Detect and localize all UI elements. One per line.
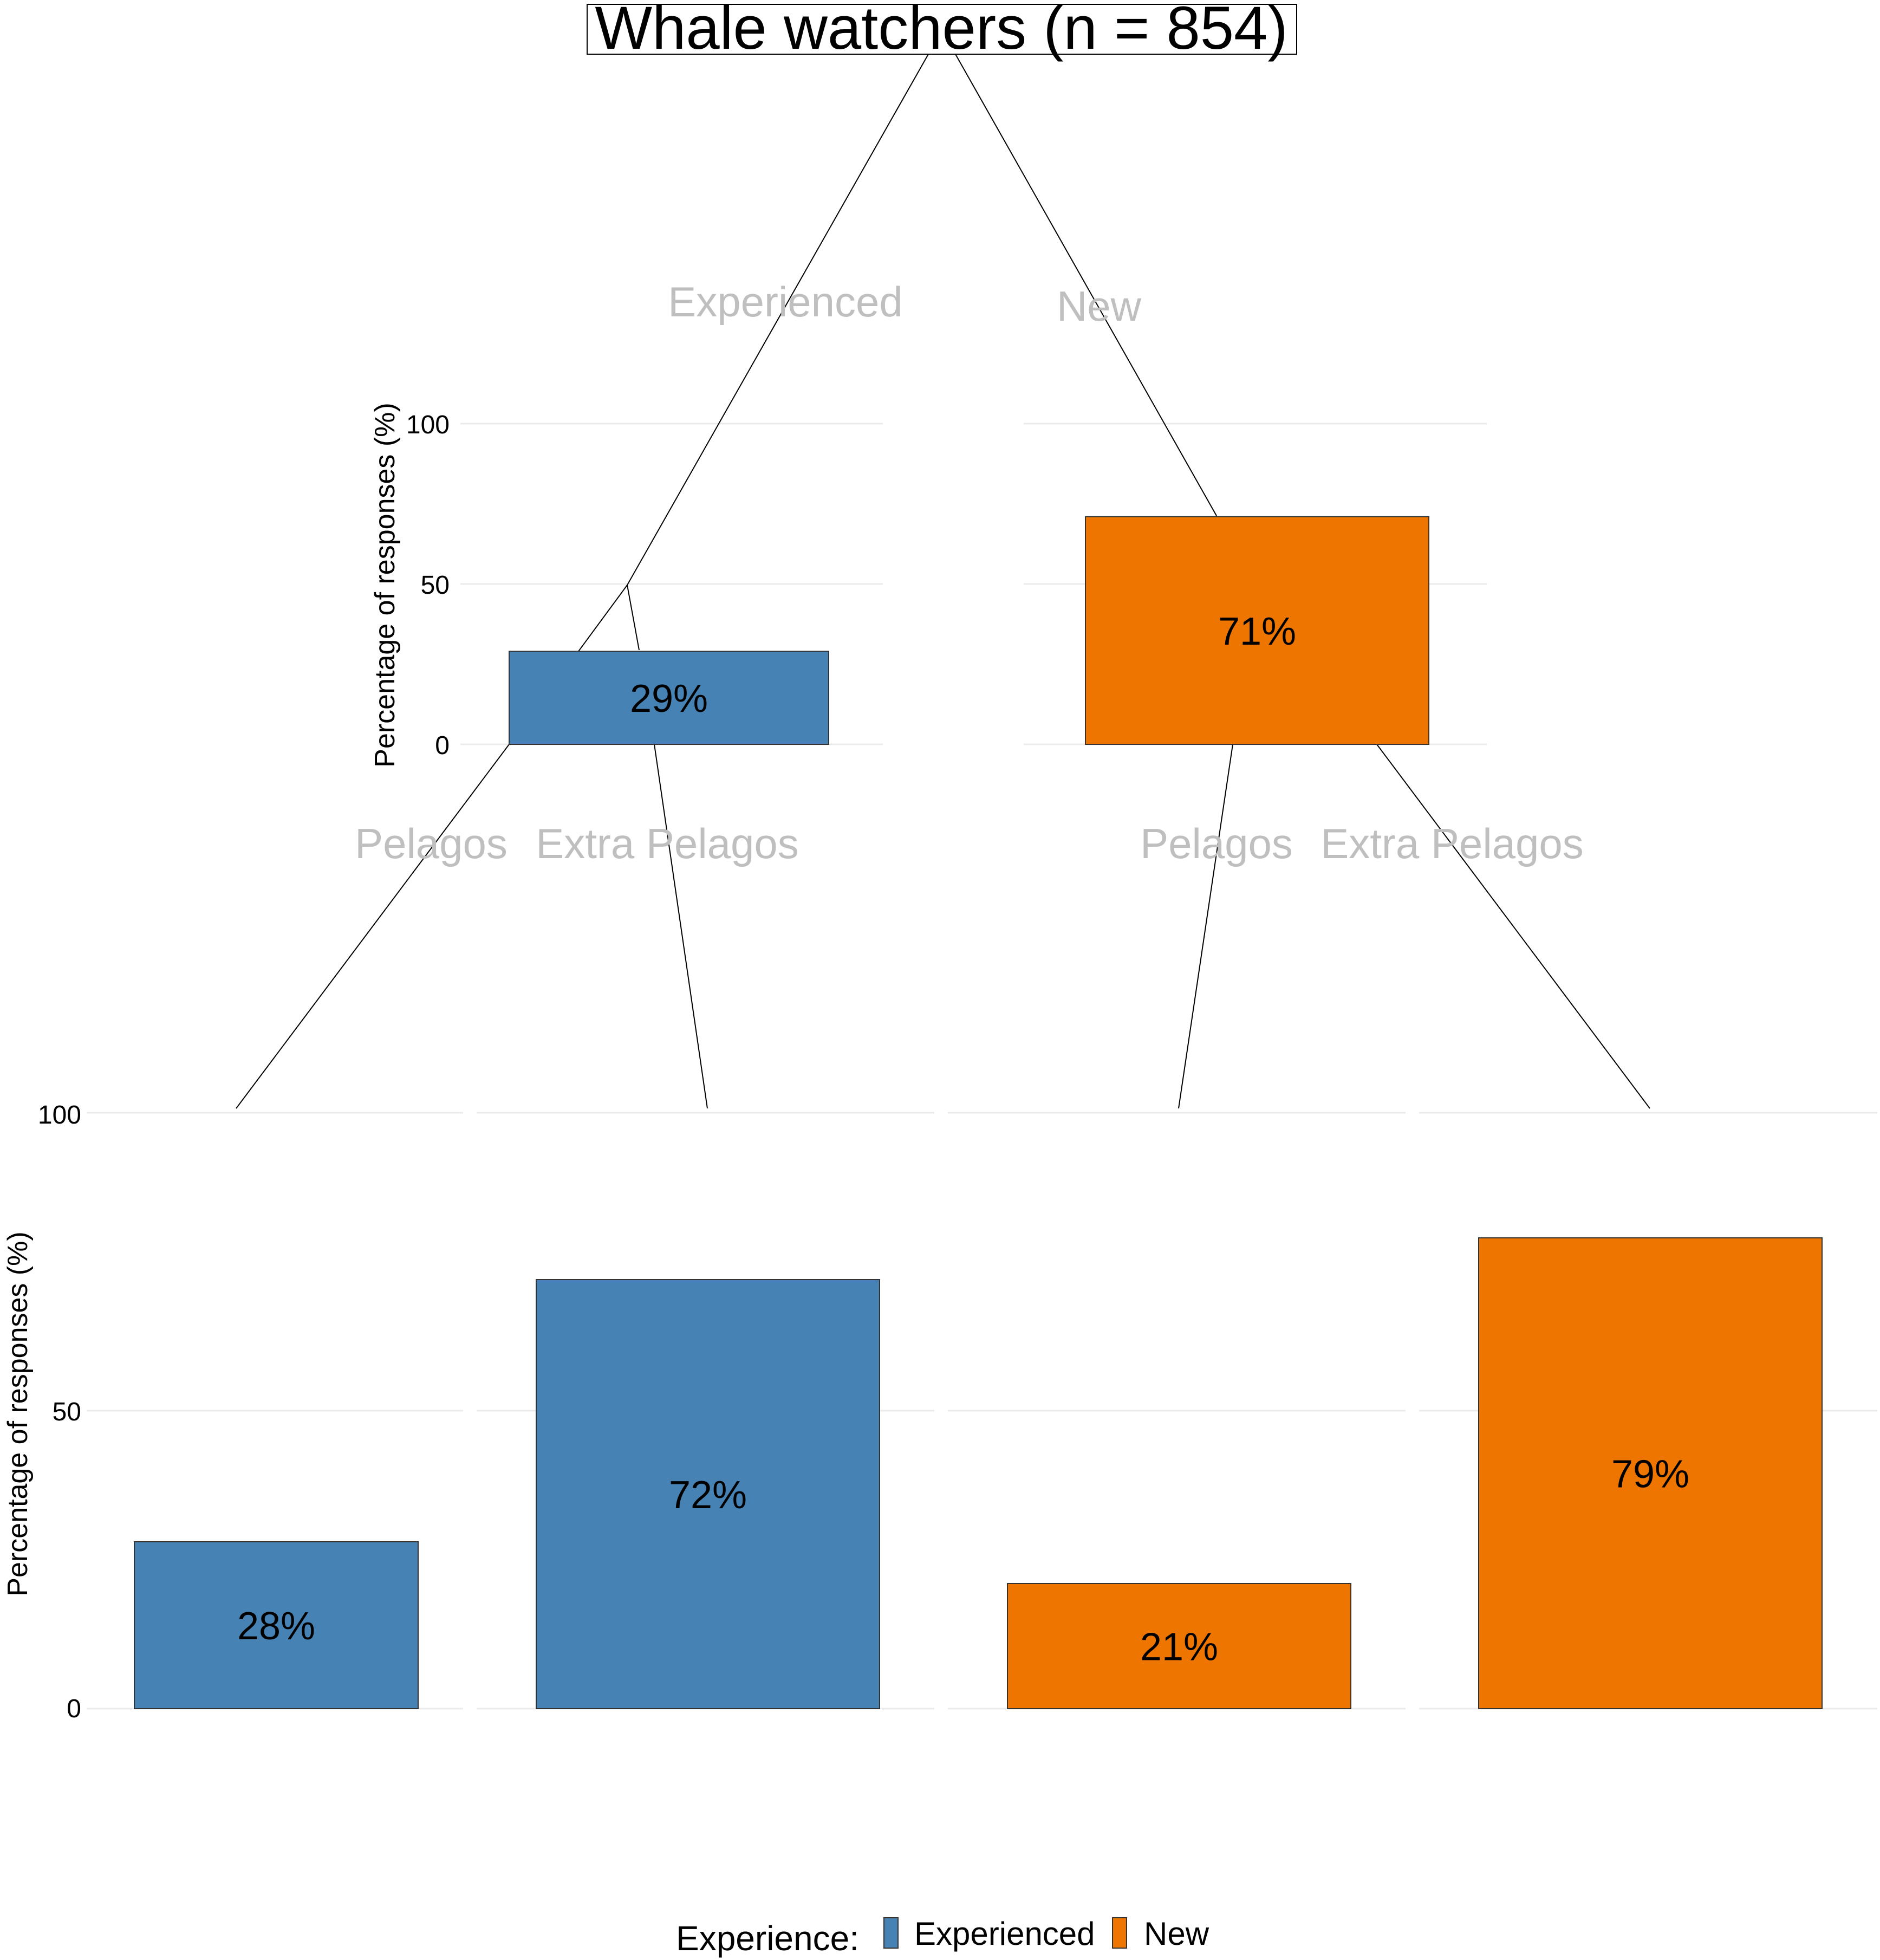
tree-edge-new-extra-pelagos (1376, 744, 1650, 1109)
top-ytick-0: 0 (435, 731, 450, 760)
bottom-y-axis-label: Percentage of responses (%) (2, 1231, 34, 1596)
top-bar-label-new: 71% (1218, 610, 1296, 653)
chart-title-box (587, 4, 1297, 55)
bottom-bar-experienced-pelagos (134, 1541, 419, 1709)
tree-edge-experienced-extra-pelagos (654, 744, 708, 1109)
branch-label-new-pelagos: Pelagos (1140, 820, 1293, 867)
legend-label-experienced: Experienced (914, 1916, 1095, 1952)
top-ytick-100: 100 (406, 411, 450, 439)
branch-label-experienced-pelagos: Pelagos (355, 820, 508, 867)
tree-edge-new (955, 54, 1217, 516)
tree-edge-experienced (578, 54, 929, 652)
bottom-bar-label-new-pelagos: 21% (1140, 1626, 1218, 1669)
tree-edge-new-pelagos (1178, 744, 1233, 1109)
bottom-ytick-50: 50 (53, 1398, 81, 1426)
bottom-bar-label-experienced-extra-pelagos: 72% (669, 1474, 747, 1517)
branch-label-experienced-extra-pelagos: Extra Pelagos (536, 820, 799, 867)
bottom-bar-experienced-extra-pelagos (536, 1279, 880, 1709)
legend-swatch-experienced (883, 1917, 899, 1949)
chart-title: Whale watchers (n = 854) (595, 0, 1287, 62)
top-bar-new (1085, 516, 1429, 745)
tree-edge-experienced-pelagos (236, 744, 510, 1109)
legend-title: Experience: (676, 1919, 859, 1958)
legend: Experience: Experienced New (676, 1916, 1209, 1958)
top-ytick-50: 50 (421, 571, 450, 600)
bottom-bar-new-pelagos (1007, 1583, 1351, 1709)
branch-label-new: New (1057, 282, 1142, 330)
bottom-ytick-0: 0 (67, 1695, 81, 1723)
bottom-bar-label-new-extra-pelagos: 79% (1611, 1453, 1689, 1496)
legend-swatch-new (1112, 1917, 1127, 1949)
top-bar-experienced (509, 651, 829, 745)
branch-label-new-extra-pelagos: Extra Pelagos (1320, 820, 1584, 867)
tree-edge-experienced-node (627, 585, 640, 651)
bottom-bar-new-extra-pelagos (1478, 1237, 1823, 1709)
top-bar-label-experienced: 29% (630, 677, 708, 721)
bottom-bar-label-experienced-pelagos: 28% (237, 1605, 315, 1648)
legend-label-new: New (1144, 1916, 1209, 1952)
branch-label-experienced: Experienced (668, 278, 903, 326)
bottom-ytick-100: 100 (38, 1101, 81, 1130)
top-y-axis-label: Percentage of responses (%) (369, 403, 401, 767)
